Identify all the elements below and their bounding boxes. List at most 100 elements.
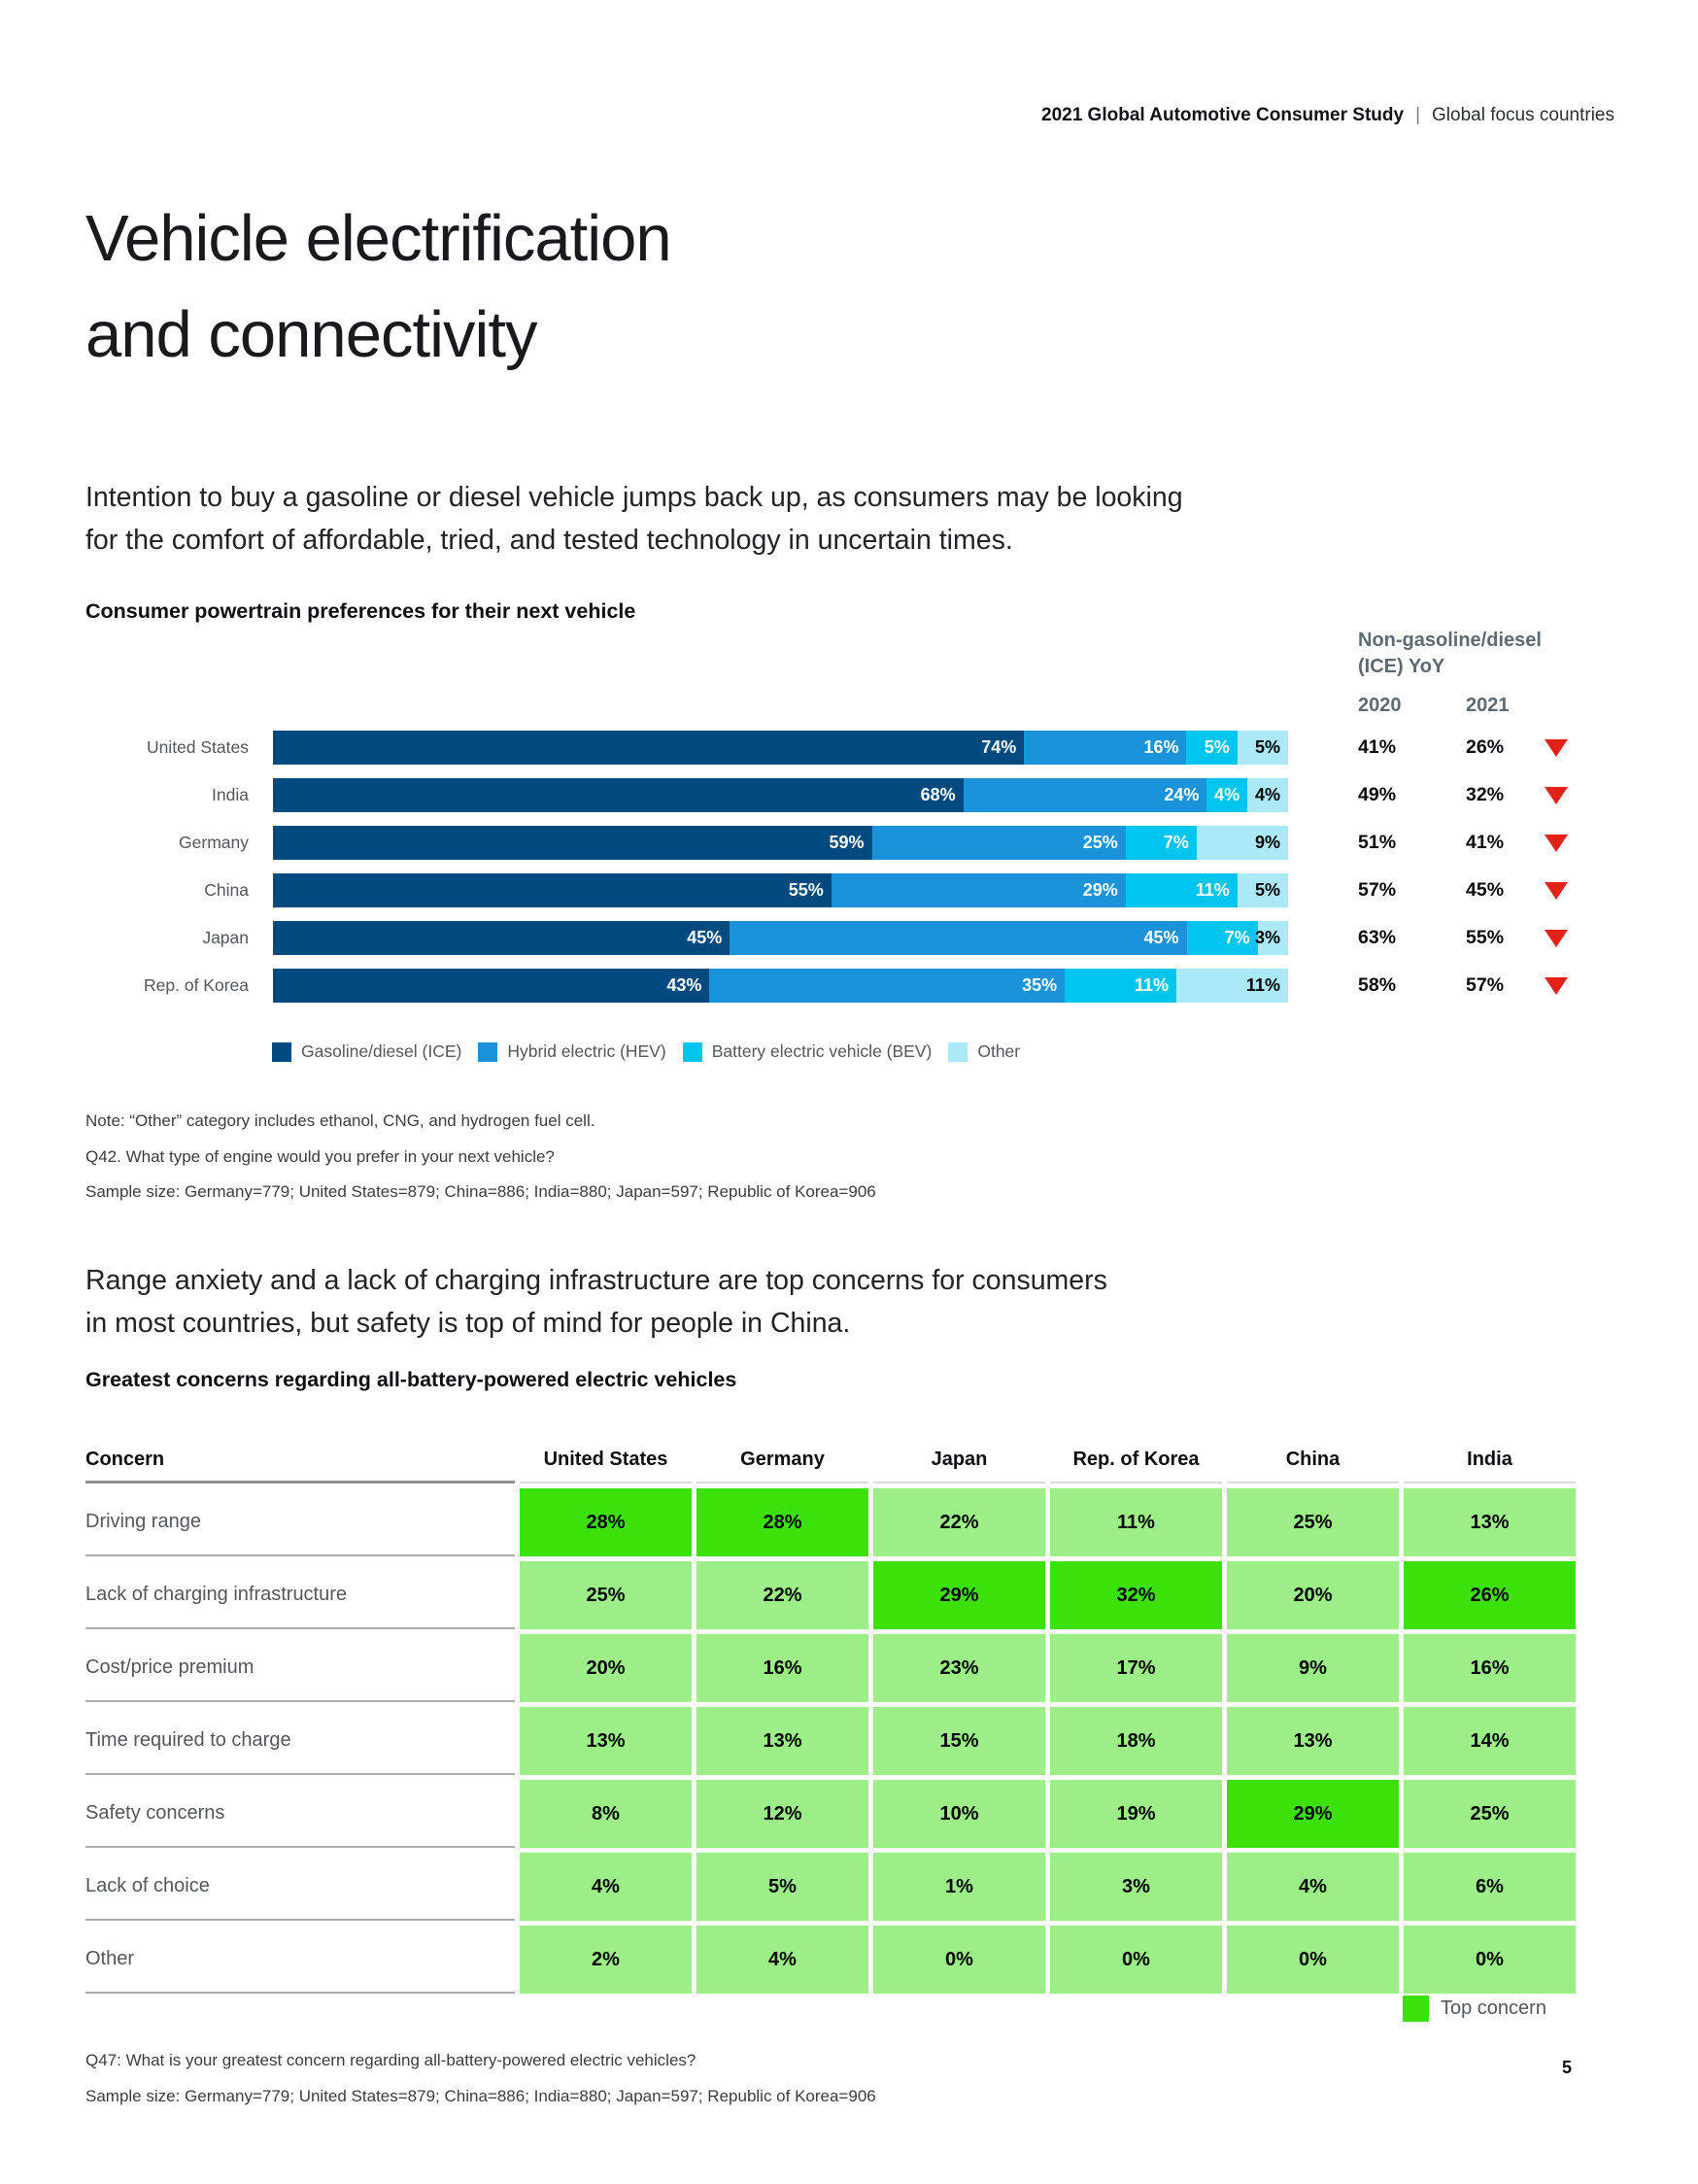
- bar-segment: 11%: [1065, 969, 1177, 1003]
- footnote-line: Sample size: Germany=779; United States=…: [85, 2087, 876, 2105]
- column-header-country: Japan: [873, 1438, 1045, 1484]
- concerns-table-heading: Greatest concerns regarding all-battery-…: [85, 1368, 737, 1391]
- stacked-bar: 74% 16% 5% 5%: [273, 731, 1288, 765]
- study-title: 2021 Global Automotive Consumer Study: [1041, 105, 1405, 125]
- legend-swatch-icon: [272, 1041, 291, 1062]
- value-cell: 0%: [1404, 1926, 1576, 1994]
- value-cell: 13%: [1227, 1707, 1399, 1775]
- intro-1-line1: Intention to buy a gasoline or diesel ve…: [85, 482, 1183, 513]
- value-cell-top-concern: 29%: [873, 1561, 1045, 1629]
- stacked-bar: 43% 35% 11% 11%: [273, 969, 1288, 1003]
- powertrain-legend: Gasoline/diesel (ICE) Hybrid electric (HE…: [272, 1041, 1615, 1062]
- value-cell: 12%: [696, 1780, 868, 1848]
- bar-segment: 5%: [1237, 873, 1288, 907]
- bar-segment: 4%: [1247, 778, 1288, 812]
- column-header-country: United States: [520, 1438, 692, 1484]
- value-cell-top-concern: 29%: [1227, 1780, 1399, 1848]
- powertrain-row: Rep. of Korea 43% 35% 11% 11% 58% 57%: [85, 962, 1615, 1009]
- value-cell: 5%: [696, 1853, 868, 1921]
- yoy-2021-value: 41%: [1466, 832, 1505, 853]
- value-cell: 4%: [520, 1853, 692, 1921]
- bar-segment: 24%: [963, 778, 1207, 812]
- bar-segment: 45%: [730, 921, 1187, 955]
- bar-segment: 3%: [1255, 921, 1288, 955]
- value-cell: 6%: [1404, 1853, 1576, 1921]
- legend-label: Hybrid electric (HEV): [507, 1041, 666, 1061]
- value-cell-top-concern: 26%: [1404, 1561, 1576, 1629]
- value-cell-top-concern: 28%: [520, 1488, 692, 1556]
- powertrain-row: United States 74% 16% 5% 5% 41% 26%: [85, 724, 1615, 771]
- yoy-header-line2: (ICE) YoY: [1358, 656, 1445, 677]
- country-label: India: [212, 785, 249, 804]
- value-cell: 13%: [1404, 1488, 1576, 1556]
- bar-segment: 43%: [273, 969, 710, 1003]
- powertrain-row: Japan 45% 45% 7% 3% 63% 55%: [85, 914, 1615, 962]
- powertrain-chart: Non-gasoline/diesel (ICE) YoY 2020 2021 …: [85, 628, 1615, 1062]
- intro-paragraph-1: Intention to buy a gasoline or diesel ve…: [85, 476, 1183, 562]
- column-header-country: India: [1404, 1438, 1576, 1484]
- top-concern-label: Top concern: [1441, 1997, 1546, 2019]
- legend-swatch-icon: [948, 1041, 968, 1062]
- value-cell: 16%: [1404, 1634, 1576, 1702]
- concern-label: Cost/price premium: [85, 1634, 515, 1702]
- bar-segment: 11%: [1176, 969, 1288, 1003]
- yoy-2020-value: 41%: [1358, 736, 1397, 758]
- country-label: Germany: [179, 833, 249, 852]
- concerns-table-header: Concern United States Germany Japan Rep. of …: [85, 1438, 1577, 1484]
- footnote-line: Q47: What is your greatest concern regar…: [85, 2051, 696, 2069]
- bar-segment: 7%: [1125, 826, 1197, 860]
- value-cell: 20%: [520, 1634, 692, 1702]
- trend-down-icon: [1545, 976, 1568, 995]
- yoy-2020-value: 51%: [1358, 832, 1397, 853]
- bar-segment: 45%: [273, 921, 730, 955]
- bar-segment: 16%: [1024, 731, 1187, 765]
- trend-down-icon: [1545, 738, 1568, 757]
- value-cell: 4%: [1227, 1853, 1399, 1921]
- legend-item: Battery electric vehicle (BEV): [682, 1041, 933, 1062]
- trend-down-icon: [1545, 929, 1568, 947]
- page-number: 5: [1562, 2058, 1573, 2077]
- concern-label: Other: [85, 1926, 515, 1994]
- value-cell: 11%: [1050, 1488, 1222, 1556]
- value-cell: 13%: [520, 1707, 692, 1775]
- value-cell: 1%: [873, 1853, 1045, 1921]
- column-header-concern: Concern: [85, 1438, 515, 1484]
- legend-label: Other: [977, 1041, 1021, 1061]
- country-label: Japan: [202, 928, 249, 947]
- note-line: Note: “Other” category includes ethanol,…: [85, 1111, 595, 1130]
- value-cell: 0%: [1227, 1926, 1399, 1994]
- value-cell: 22%: [696, 1561, 868, 1629]
- intro-1-line2: for the comfort of affordable, tried, an…: [85, 525, 1013, 556]
- trend-down-icon: [1545, 786, 1568, 804]
- legend-swatch-icon: [682, 1041, 702, 1062]
- yoy-header-line1: Non-gasoline/diesel: [1358, 630, 1542, 651]
- concern-label: Lack of charging infrastructure: [85, 1561, 515, 1629]
- powertrain-row: China 55% 29% 11% 5% 57% 45%: [85, 867, 1615, 914]
- bar-segment: 68%: [273, 778, 964, 812]
- value-cell: 8%: [520, 1780, 692, 1848]
- value-cell: 15%: [873, 1707, 1045, 1775]
- concern-label: Lack of choice: [85, 1853, 515, 1921]
- table-row: Time required to charge 13% 13% 15% 18% 13% 14…: [85, 1707, 1577, 1775]
- bar-segment: 5%: [1186, 731, 1238, 765]
- value-cell: 17%: [1050, 1634, 1222, 1702]
- bar-segment: 59%: [273, 826, 872, 860]
- value-cell: 25%: [1227, 1488, 1399, 1556]
- powertrain-notes: Note: “Other” category includes ethanol,…: [85, 1104, 876, 1211]
- header-divider: |: [1415, 105, 1420, 125]
- bar-segment: 29%: [831, 873, 1126, 907]
- stacked-bar: 68% 24% 4% 4%: [273, 778, 1288, 812]
- legend-item: Gasoline/diesel (ICE): [272, 1041, 461, 1062]
- table-row: Driving range 28% 28% 22% 11% 25% 13%: [85, 1488, 1577, 1556]
- bar-segment: 55%: [273, 873, 832, 907]
- value-cell: 9%: [1227, 1634, 1399, 1702]
- concerns-table-body: Driving range 28% 28% 22% 11% 25% 13% Lack of c…: [85, 1488, 1577, 1994]
- yoy-header: Non-gasoline/diesel (ICE) YoY 2020 2021: [1358, 628, 1615, 717]
- legend-label: Battery electric vehicle (BEV): [711, 1041, 933, 1061]
- page-title-line1: Vehicle electrification: [85, 202, 672, 275]
- value-cell: 22%: [873, 1488, 1045, 1556]
- powertrain-chart-heading: Consumer powertrain preferences for thei…: [85, 599, 636, 623]
- country-label: China: [204, 880, 249, 900]
- yoy-column-headers: 2020 2021: [1358, 695, 1615, 717]
- country-label: Rep. of Korea: [144, 975, 249, 995]
